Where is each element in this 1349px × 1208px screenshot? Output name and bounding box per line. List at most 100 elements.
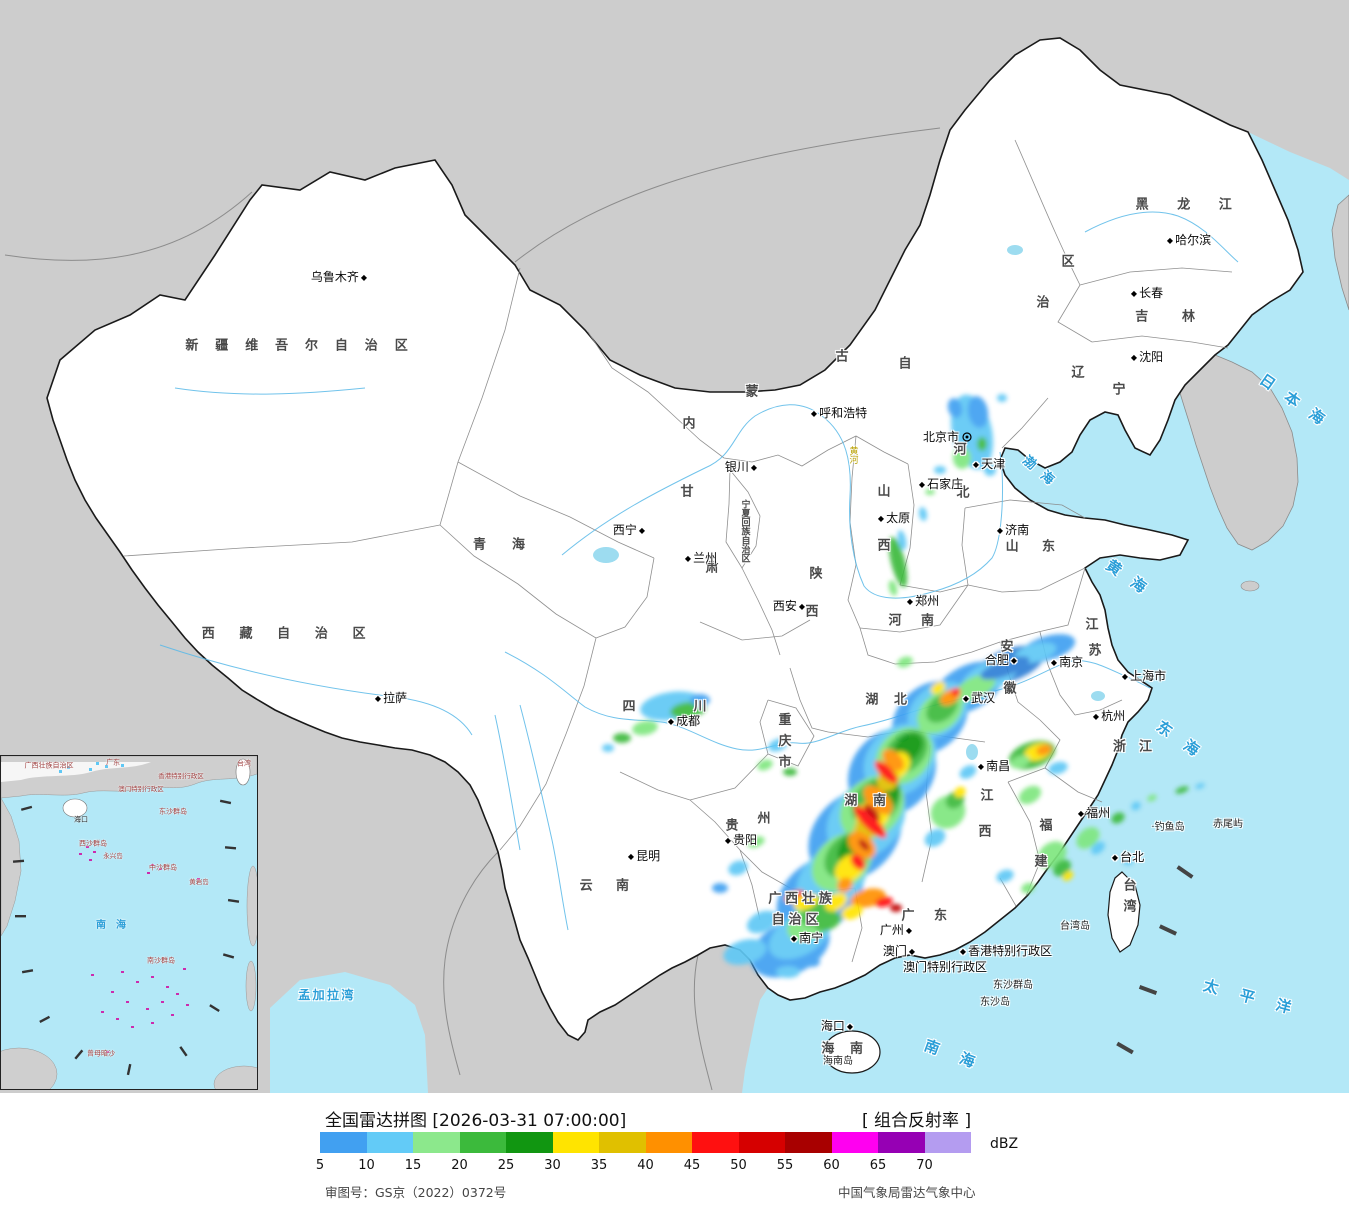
boundary-dash (1176, 865, 1194, 879)
inset-borneo-east (213, 1065, 257, 1089)
inset-island-dot (89, 859, 92, 861)
radar-echo (934, 466, 946, 474)
colorbar-cell-70 (924, 1132, 971, 1153)
scale-value: 35 (590, 1158, 608, 1173)
radar-echo (874, 760, 898, 784)
inset-island-dot (111, 991, 114, 993)
inset-dash (39, 1015, 51, 1024)
taiwan-island (1107, 871, 1141, 953)
credit-label: 中国气象局雷达气象中心 (838, 1185, 976, 1200)
radar-echo (897, 530, 907, 550)
radar-echo (863, 803, 881, 821)
radar-echo (804, 957, 820, 967)
inset-philippines-south (245, 960, 257, 1012)
colorbar-cell-25 (506, 1132, 553, 1153)
hainan-island (823, 1030, 881, 1074)
radar-echo (747, 836, 765, 848)
inset-dash (219, 799, 232, 805)
inset-island-dot (116, 1018, 119, 1020)
inset-nine-dash-line (12, 799, 240, 1076)
product-label: [ 组合反射率 ] (862, 1111, 972, 1131)
colorbar-cell-60 (831, 1132, 878, 1153)
dbz-colorbar (320, 1132, 971, 1153)
radar-echo (890, 904, 902, 912)
colorbar-cell-65 (878, 1132, 925, 1153)
colorbar-cell-45 (692, 1132, 739, 1153)
boundary-dash (1158, 924, 1178, 936)
radar-echo (814, 912, 842, 932)
scale-value: 65 (869, 1158, 887, 1173)
radar-echo (768, 738, 788, 752)
radar-echo (1147, 794, 1157, 802)
scale-value: 55 (776, 1158, 794, 1173)
inset-china-strip (1, 762, 151, 782)
radar-echo (1048, 761, 1068, 775)
radar-echo (863, 785, 893, 815)
inset-island-dot (161, 1001, 164, 1003)
colorbar-cell-35 (599, 1132, 646, 1153)
inset-echo-pixel (89, 768, 92, 771)
radar-echo (670, 701, 706, 719)
radar-echo (613, 733, 631, 743)
scale-value: 5 (315, 1158, 325, 1173)
inset-island-dot (147, 872, 150, 874)
inset-vietnam-coast (1, 797, 22, 937)
colorbar-cell-50 (738, 1132, 785, 1153)
province-borders (123, 139, 1233, 963)
inset-island-dot (146, 1008, 149, 1010)
radar-echo (951, 687, 961, 697)
colorbar-cell-55 (785, 1132, 832, 1153)
scale-value: 60 (823, 1158, 840, 1173)
colorbar-cell-5 (320, 1132, 367, 1153)
radar-echo (850, 854, 866, 870)
radar-echo (712, 883, 728, 893)
rivers (159, 211, 1239, 931)
inset-taiwan (235, 758, 251, 786)
radar-echo (997, 394, 1007, 402)
inset-dash (209, 1004, 220, 1013)
inset-island-dot (91, 974, 94, 976)
korea-peninsula (1179, 354, 1299, 551)
radar-echo (1010, 755, 1030, 769)
radar-echo (853, 805, 887, 839)
radar-echo (858, 839, 870, 851)
inset-island-dot (171, 1014, 174, 1016)
radar-echo (1021, 882, 1035, 894)
inset-island-dot (166, 986, 169, 988)
radar-echo (959, 765, 977, 779)
radar-echo (728, 860, 748, 876)
map-title: 全国雷达拼图 [2026-03-31 07:00:00] (325, 1111, 627, 1131)
radar-echo (1062, 871, 1074, 881)
radar-echo (924, 829, 946, 847)
colorbar-cell-20 (459, 1132, 506, 1153)
colorbar-cell-40 (645, 1132, 692, 1153)
inset-island-dot (93, 851, 96, 853)
inset-dash (15, 915, 26, 918)
inset-island-dot (86, 846, 89, 848)
radar-echo (690, 694, 710, 706)
scale-value: 15 (404, 1158, 422, 1173)
inset-island-dot (176, 993, 179, 995)
inset-dash (224, 846, 237, 850)
radar-echo (1076, 827, 1100, 849)
radar-echo (967, 396, 989, 428)
dbz-scale-numbers: 5 10 15 20 25 30 35 40 45 50 55 60 65 70 (316, 1158, 980, 1174)
inset-echo-pixel (67, 766, 70, 769)
radar-echo (776, 966, 800, 978)
inset-island-dot (159, 868, 162, 870)
inset-echo-pixel (59, 770, 62, 773)
jeju-island (1240, 580, 1260, 592)
radar-echo (1111, 812, 1125, 824)
radar-echo (602, 744, 614, 752)
inset-dash (227, 898, 240, 903)
scale-value: 30 (544, 1158, 561, 1173)
colorbar-cell-30 (552, 1132, 599, 1153)
scale-value: 50 (730, 1158, 747, 1173)
radar-echo (930, 682, 946, 694)
inset-philippines (246, 865, 257, 947)
radar-echo (953, 447, 971, 469)
inset-dash (21, 969, 34, 974)
inset-island-dot (151, 864, 154, 866)
radar-echo (888, 580, 898, 596)
